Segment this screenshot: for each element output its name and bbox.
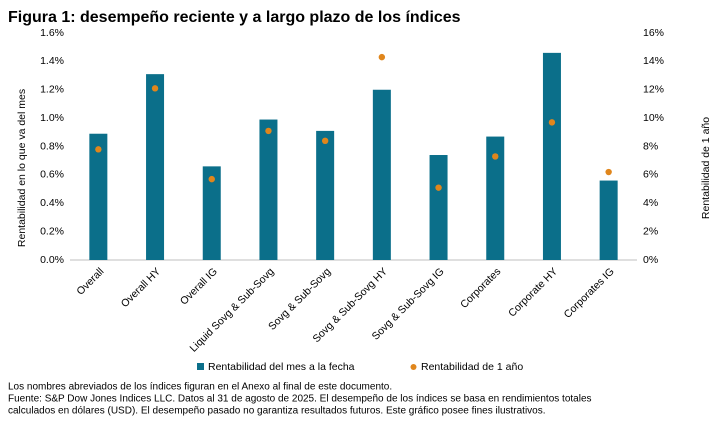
point: [548, 119, 556, 126]
legend-label: Rentabilidad de 1 año: [421, 361, 523, 373]
y-tick-label: 0.4%: [40, 197, 64, 209]
point: [435, 184, 442, 191]
y2-tick-label: 0%: [643, 254, 658, 266]
point: [151, 85, 159, 92]
x-tick-label: Overall: [74, 266, 106, 298]
y2-tick-label: 14%: [643, 55, 664, 67]
bar: [259, 119, 278, 260]
chart-title: Figura 1: desempeño reciente y a largo p…: [8, 9, 461, 26]
y-tick-label: 0.0%: [40, 254, 64, 266]
y2-tick-label: 4%: [643, 197, 658, 209]
y2-tick-label: 2%: [643, 225, 658, 237]
bar: [372, 89, 391, 260]
x-tick-label: Corporates: [458, 266, 503, 311]
y2-tick-label: 12%: [643, 84, 664, 96]
note: Los nombres abreviados de los índices fi…: [8, 382, 392, 393]
x-tick-label: Overall IG: [178, 266, 220, 308]
point: [208, 175, 215, 183]
point: [378, 53, 386, 61]
bar: [599, 180, 618, 260]
note: calculados en dólares (USD). El desempeñ…: [8, 406, 546, 417]
y-tick-label: 0.6%: [40, 169, 64, 181]
bar: [316, 130, 335, 260]
legend-label: Rentabilidad del mes a la fecha: [208, 361, 355, 373]
point: [95, 146, 102, 153]
point: [321, 137, 329, 145]
x-tick-label: Corporate HY: [506, 266, 560, 320]
y2-tick-label: 6%: [643, 169, 658, 181]
y2-axis-label: Rentabilidad de 1 año: [700, 117, 712, 219]
point: [492, 153, 499, 160]
y-tick-label: 1.2%: [40, 84, 64, 96]
bar: [146, 74, 165, 260]
y2-tick-label: 10%: [643, 112, 664, 124]
bar: [486, 136, 505, 260]
bar: [429, 155, 448, 260]
y2-tick-label: 16%: [643, 27, 664, 39]
y-tick-label: 1.6%: [40, 27, 64, 39]
y-tick-label: 0.8%: [40, 140, 64, 152]
bar: [542, 52, 561, 260]
point: [605, 168, 612, 176]
point: [265, 127, 272, 135]
bar: [89, 133, 108, 260]
legend-swatch: [410, 364, 417, 370]
legend-swatch: [197, 363, 204, 370]
bar: [202, 166, 221, 260]
y-tick-label: 0.2%: [40, 225, 64, 237]
x-tick-label: Corporates IG: [562, 266, 617, 321]
y2-tick-label: 8%: [643, 140, 658, 152]
y-tick-label: 1.0%: [40, 112, 64, 124]
y-axis-label: Rentabilidad en lo que va del mes: [16, 89, 28, 247]
y-tick-label: 1.4%: [40, 55, 64, 67]
note: Fuente: S&P Dow Jones Indices LLC. Datos…: [8, 394, 592, 405]
x-tick-label: Overall HY: [119, 266, 163, 310]
